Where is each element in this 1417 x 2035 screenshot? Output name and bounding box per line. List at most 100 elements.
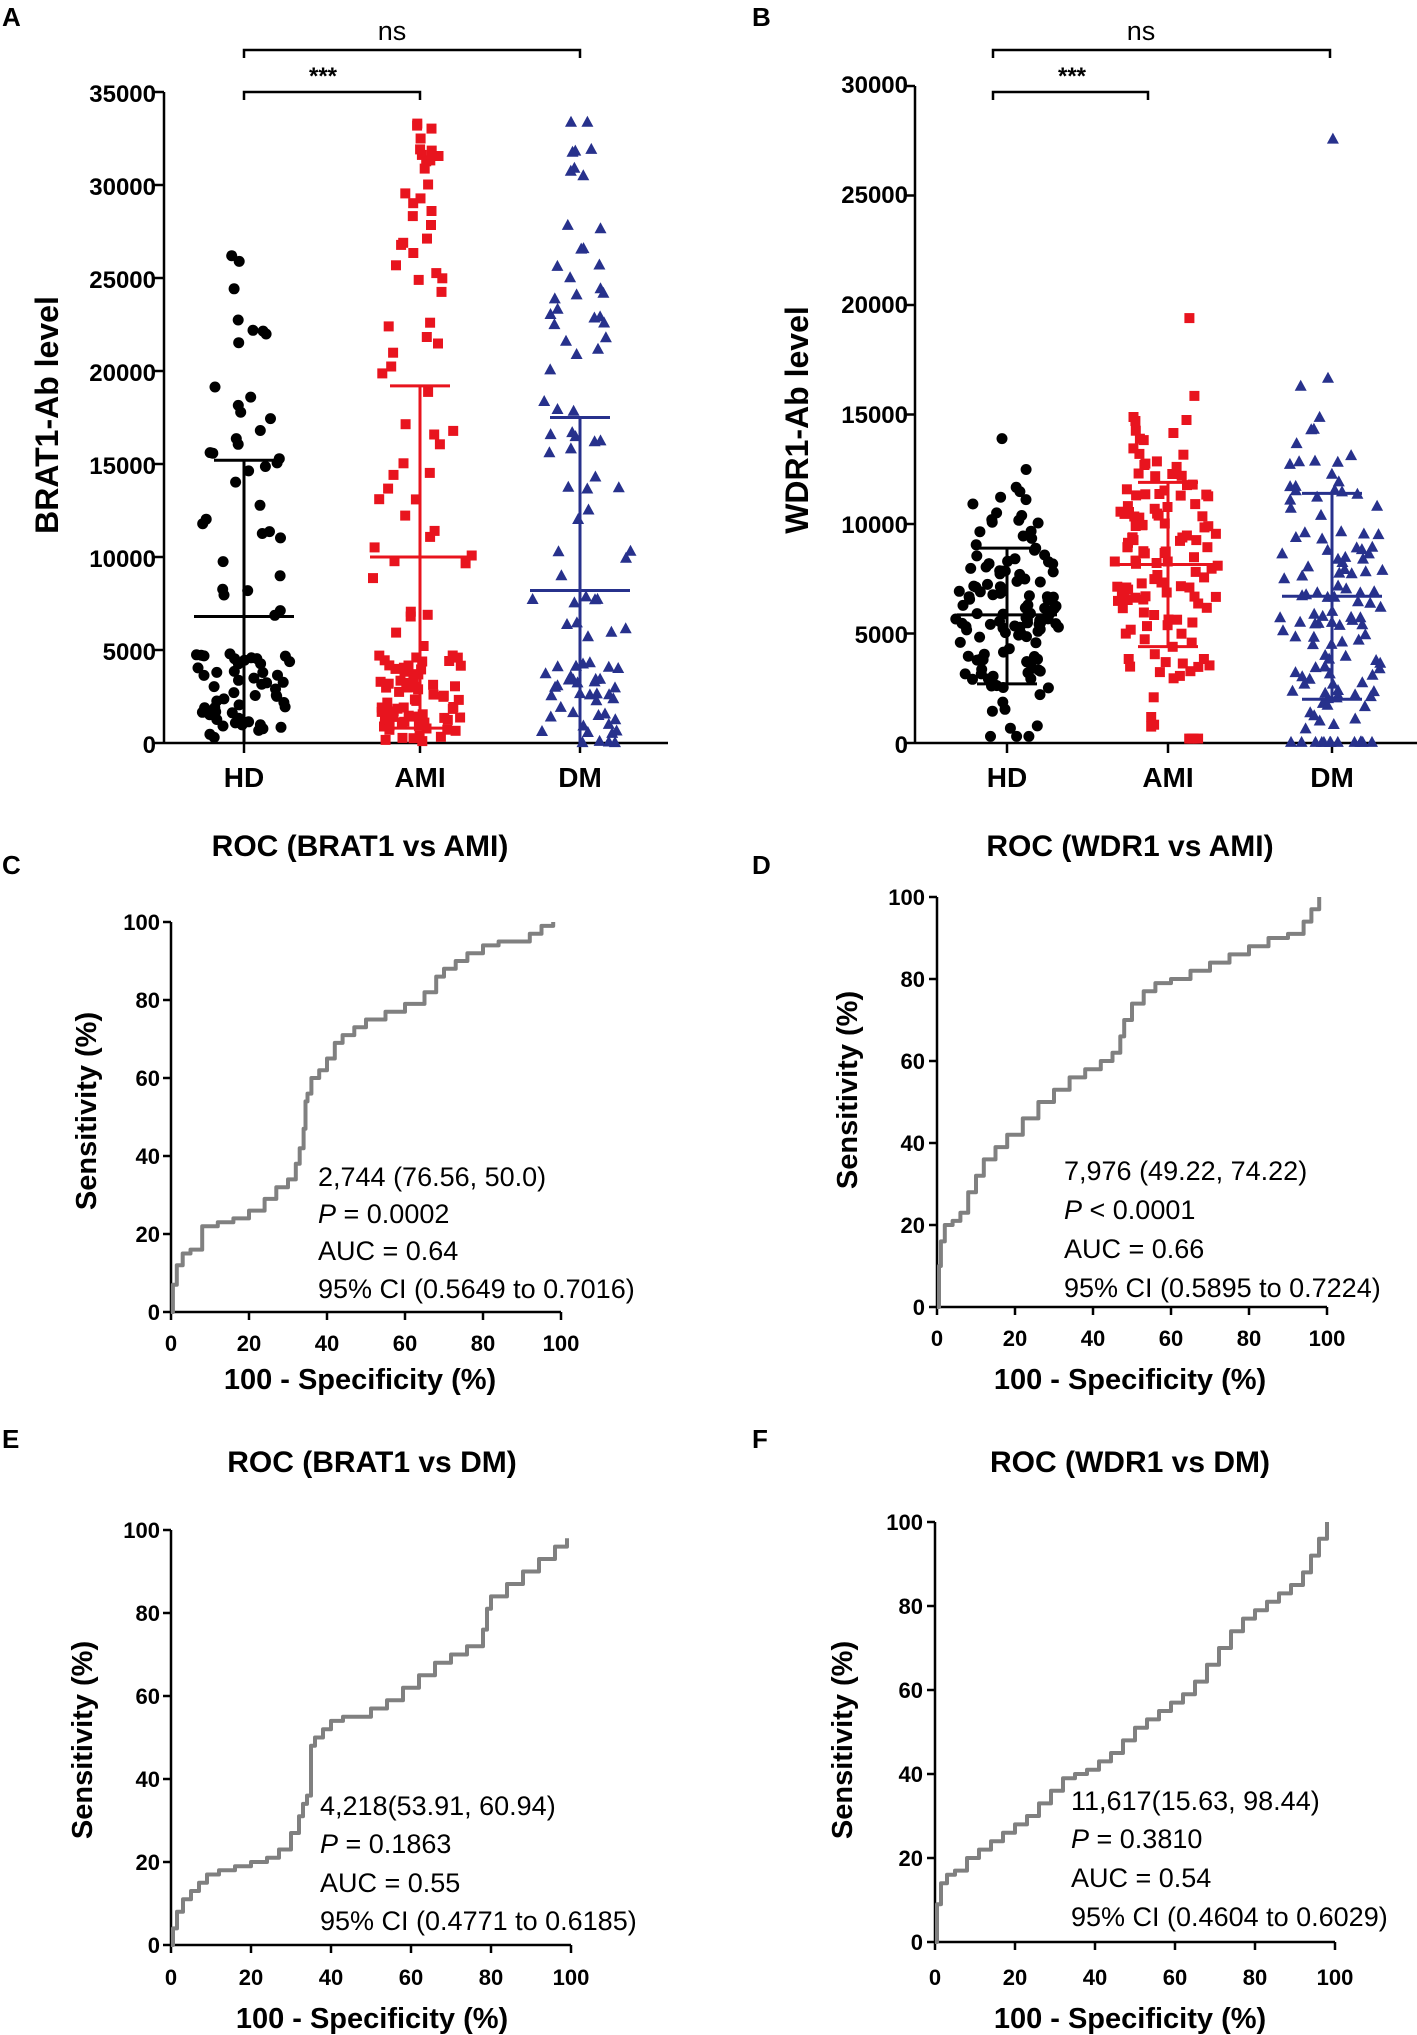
data-point: [619, 622, 632, 634]
panel-c-ci: 95% CI (0.5649 to 0.7016): [318, 1274, 635, 1304]
data-point: [1034, 665, 1046, 677]
data-point: [970, 581, 982, 593]
data-point: [390, 663, 401, 674]
panel-a-cat-ami: AMI: [394, 762, 445, 793]
data-point: [1354, 586, 1367, 598]
data-point: [551, 403, 564, 414]
data-point: [543, 446, 556, 458]
data-point: [1366, 735, 1378, 747]
data-point: [431, 268, 442, 279]
panel-c-pvalue: P = 0.0002: [318, 1199, 449, 1229]
data-point: [582, 503, 595, 515]
data-point: [197, 518, 209, 530]
data-point: [398, 702, 409, 713]
data-point: [388, 347, 399, 358]
panel-e-xlabel: 100 - Specificity (%): [236, 2003, 508, 2035]
data-point: [1047, 566, 1059, 578]
ytick-label: 80: [136, 1601, 160, 1626]
data-point: [1123, 654, 1134, 664]
data-point: [1176, 628, 1187, 639]
data-point: [1176, 470, 1187, 481]
data-point: [424, 467, 435, 478]
data-point: [1198, 654, 1209, 664]
data-point: [1026, 532, 1038, 544]
data-point: [384, 660, 395, 671]
data-point: [1322, 371, 1334, 383]
xtick-label: 100: [1309, 1326, 1346, 1351]
data-point: [1174, 670, 1185, 681]
panel-d-ytick-labels: 0 20 40 60 80 100: [888, 885, 925, 1320]
data-point: [1299, 722, 1312, 734]
data-point: [1284, 493, 1297, 505]
data-point: [984, 618, 996, 630]
data-point: [394, 686, 405, 697]
data-point: [991, 507, 1003, 519]
data-point: [417, 709, 428, 720]
p-symbol: P: [1064, 1195, 1082, 1225]
data-point: [1149, 503, 1160, 514]
data-point: [999, 627, 1011, 639]
data-point: [551, 660, 564, 672]
data-point: [995, 491, 1007, 503]
data-point: [1332, 475, 1345, 487]
data-point: [594, 672, 607, 684]
data-point: [566, 426, 579, 438]
ytick-label: 60: [136, 1684, 160, 1709]
data-point: [1332, 579, 1345, 591]
data-point: [1317, 735, 1330, 747]
panel-b-star-label: ***: [1058, 63, 1087, 90]
data-point: [1137, 519, 1148, 530]
data-point: [1115, 506, 1126, 517]
data-point: [376, 702, 387, 713]
data-point: [1210, 528, 1221, 539]
data-point: [1189, 390, 1200, 401]
data-point: [455, 712, 466, 723]
ytick-label: 0: [911, 1930, 923, 1955]
panel-d-ylabel: Sensitivity (%): [832, 991, 864, 1189]
data-point: [421, 156, 432, 167]
ytick-label: 20: [899, 1846, 923, 1871]
data-point: [419, 163, 430, 174]
panel-e-ci: 95% CI (0.4771 to 0.6185): [320, 1906, 637, 1936]
chart-marks: [154, 48, 1417, 1953]
data-point: [408, 198, 419, 209]
data-point: [425, 317, 436, 328]
data-point: [1175, 535, 1185, 546]
data-point: [1298, 677, 1311, 689]
data-point: [1333, 618, 1346, 630]
panel-letter-e: E: [2, 1424, 19, 1454]
data-point: [1289, 666, 1302, 678]
data-point: [609, 681, 621, 693]
data-point: [1016, 510, 1028, 521]
ytick-label: 100: [888, 885, 925, 910]
data-point: [548, 318, 561, 330]
data-point: [1284, 480, 1297, 492]
data-point: [1294, 379, 1307, 391]
data-point: [396, 239, 407, 250]
data-point: [1043, 556, 1054, 568]
data-point: [1355, 543, 1368, 555]
data-point: [254, 499, 266, 511]
data-point: [957, 599, 969, 611]
data-point: [562, 480, 575, 492]
data-point: [271, 457, 283, 469]
xtick-label: 80: [1237, 1326, 1261, 1351]
data-point: [1193, 598, 1204, 609]
data-point: [581, 115, 594, 127]
data-point: [426, 206, 437, 216]
data-point: [383, 483, 394, 494]
data-point: [1175, 490, 1186, 501]
xtick-label: 40: [1081, 1326, 1105, 1351]
data-point: [1159, 518, 1170, 529]
data-point: [1178, 449, 1189, 460]
data-point: [1359, 628, 1372, 640]
data-point: [368, 573, 378, 584]
ytick-label: 40: [899, 1762, 923, 1787]
data-point: [1296, 569, 1309, 581]
data-point: [1023, 730, 1035, 742]
xtick-label: 40: [315, 1331, 339, 1356]
panel-a-cat-dm: DM: [558, 762, 602, 793]
ytick-label: 0: [913, 1295, 925, 1320]
data-point: [435, 731, 446, 742]
